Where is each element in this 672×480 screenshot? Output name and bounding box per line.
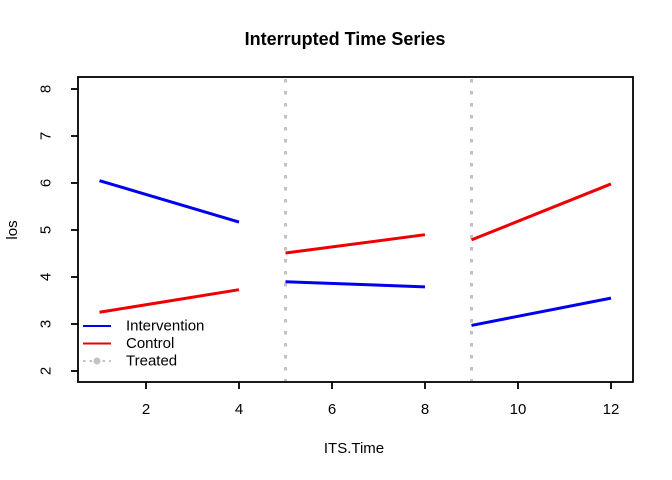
x-tick-label: 12 (603, 401, 620, 418)
chart-title: Interrupted Time Series (245, 29, 446, 49)
series-lines-layer (99, 179, 612, 327)
series-line-intervention (471, 296, 612, 327)
axes-layer: 2 4 6 8 10 12 2 3 4 5 6 7 8 (38, 76, 634, 418)
y-axis-title: los (4, 220, 21, 239)
x-tick-label: 10 (510, 401, 527, 418)
series-line-intervention (285, 280, 426, 289)
y-tick-label: 5 (38, 226, 55, 234)
series-line-control (99, 288, 240, 314)
y-tick-label: 4 (38, 273, 55, 281)
y-tick-label: 7 (38, 132, 55, 140)
series-line-intervention (99, 179, 240, 224)
legend-label: Intervention (126, 318, 204, 335)
x-tick-label: 2 (142, 401, 150, 418)
y-tick-label: 3 (38, 320, 55, 328)
y-tick-label: 8 (38, 85, 55, 93)
y-tick-label: 2 (38, 367, 55, 375)
y-tick-label: 6 (38, 179, 55, 187)
legend-point-marker (93, 357, 101, 365)
series-line-control (470, 182, 612, 242)
x-tick-label: 4 (235, 401, 243, 418)
x-axis-title: ITS.Time (324, 440, 384, 457)
x-tick-label: 6 (328, 401, 336, 418)
legend-label: Treated (126, 353, 177, 370)
treated-vlines-layer (284, 79, 473, 382)
series-line-control (285, 233, 426, 255)
legend-label: Control (126, 335, 174, 352)
x-tick-label: 8 (421, 401, 429, 418)
